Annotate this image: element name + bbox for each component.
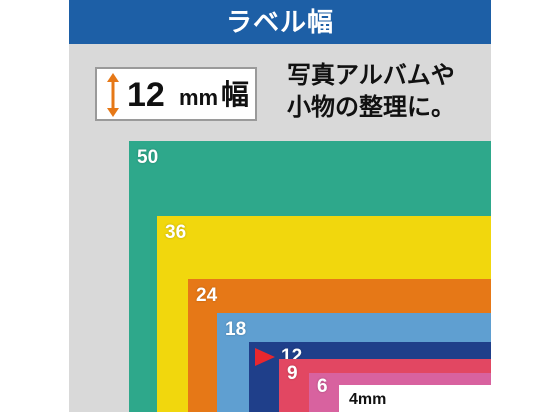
tape-18-label: 18 [225,319,247,340]
tape-6-label: 6 [317,376,328,397]
tape-24-label: 24 [196,285,218,306]
width-badge: 12 mm 幅 [95,67,257,121]
description-line-2: 小物の整理に。 [287,94,455,121]
triangle-marker-icon [255,348,275,366]
tape-9-label: 9 [287,363,298,384]
header-title: ラベル幅 [69,0,491,44]
tape-50-label: 50 [137,147,159,168]
vertical-double-arrow-icon [107,73,119,117]
width-value: 12 [127,76,165,114]
tape-4-label: 4mm [349,391,387,408]
width-kanji: 幅 [221,79,250,110]
tape-4: 4mm [339,385,491,412]
tape-36-label: 36 [165,222,187,243]
description-line-1: 写真アルバムや [287,62,455,89]
label-width-panel: ラベル幅 12 mm 幅 写真アルバムや 小物の整理に。 50 36 24 18… [69,0,491,412]
description: 写真アルバムや 小物の整理に。 [287,60,487,124]
width-unit: mm [179,85,219,110]
